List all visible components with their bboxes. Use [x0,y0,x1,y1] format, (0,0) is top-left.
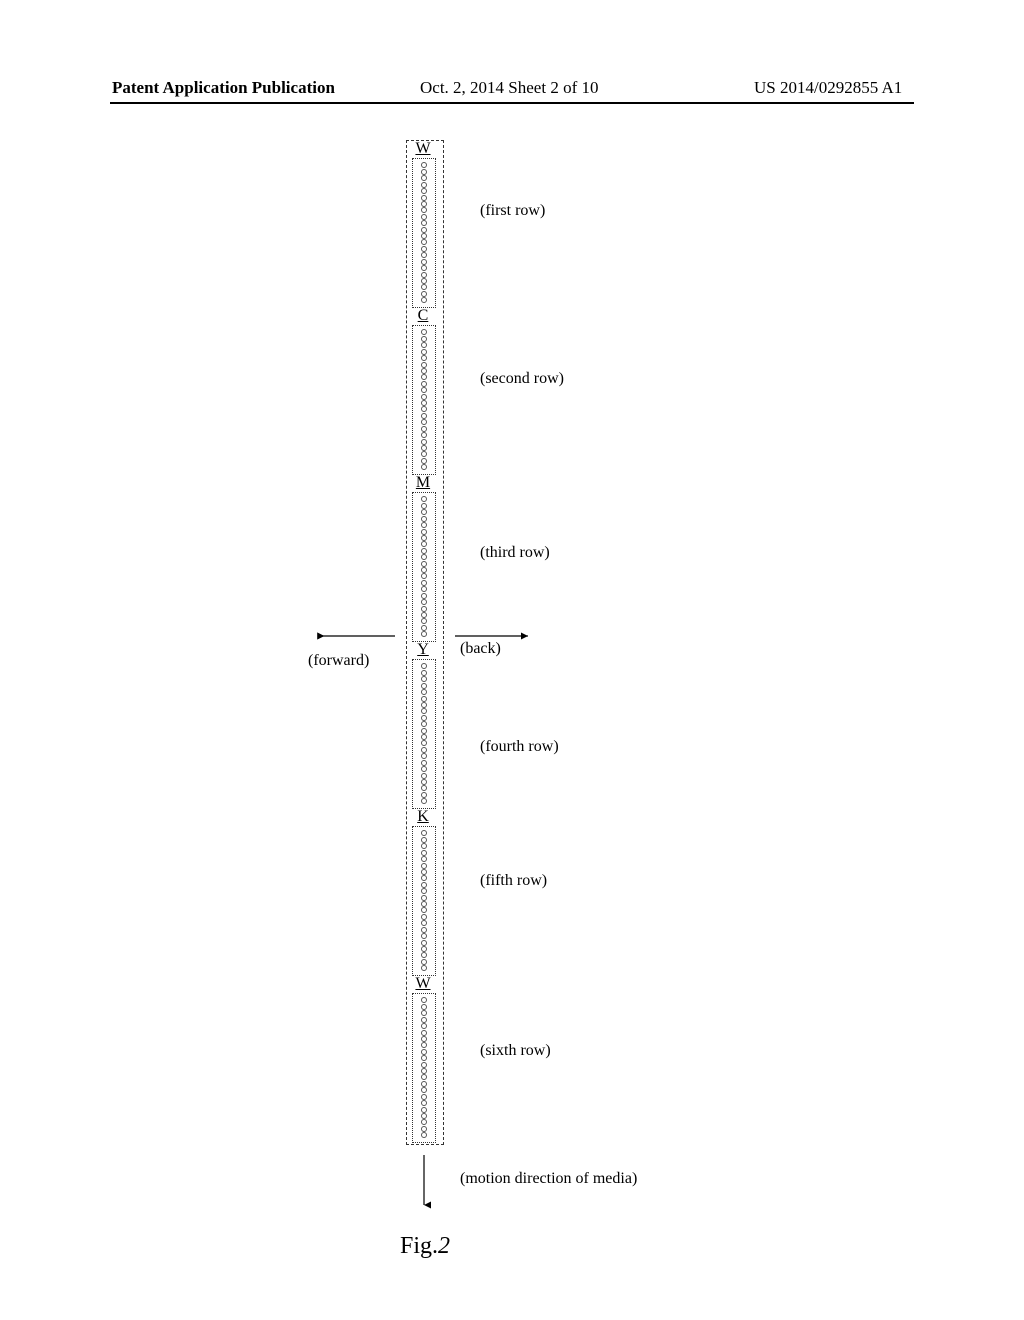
color-letter: C [413,307,433,325]
page: Patent Application Publication Oct. 2, 2… [0,0,1024,1320]
motion-direction-label: (motion direction of media) [460,1170,637,1188]
row-label: (second row) [480,370,564,388]
header-right: US 2014/0292855 A1 [754,78,902,98]
color-letter: Y [413,641,433,659]
row-label: (fifth row) [480,872,547,890]
figure-caption: Fig.2 [400,1233,450,1260]
figure-caption-prefix: Fig. [400,1233,438,1259]
color-letter: K [413,808,433,826]
color-letter: W [413,140,433,158]
back-label: (back) [460,640,501,658]
row-label: (sixth row) [480,1042,551,1060]
header-middle: Oct. 2, 2014 Sheet 2 of 10 [420,78,598,98]
figure-caption-number: 2 [438,1233,450,1259]
forward-arrow [0,140,1024,1280]
row-label: (third row) [480,544,550,562]
forward-label: (forward) [308,652,369,670]
header-left: Patent Application Publication [112,78,335,98]
figure-2: (forward) (back) (motion direction of me… [0,140,1024,1280]
row-label: (first row) [480,202,545,220]
color-letter: W [413,975,433,993]
header-rule [110,102,914,104]
color-letter: M [413,474,433,492]
row-label: (fourth row) [480,738,559,756]
